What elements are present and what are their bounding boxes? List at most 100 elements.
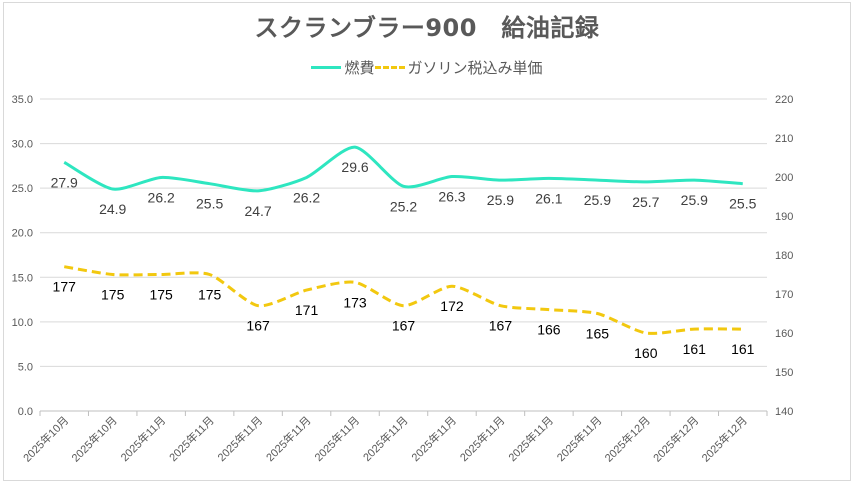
chart-frame bbox=[3, 2, 851, 481]
data-point bbox=[692, 327, 696, 331]
y-left-tick-label: 15.0 bbox=[12, 272, 33, 284]
data-point bbox=[692, 178, 696, 182]
data-point bbox=[305, 288, 309, 292]
data-label: 27.9 bbox=[51, 174, 78, 190]
x-tick-label: 2025年11月 bbox=[263, 413, 314, 464]
y-right-tick-label: 160 bbox=[775, 328, 793, 340]
x-tick-label: 2025年11月 bbox=[554, 413, 605, 464]
data-point bbox=[644, 331, 648, 335]
data-label: 171 bbox=[295, 302, 319, 318]
x-tick-label: 2025年11月 bbox=[360, 413, 411, 464]
y-right-tick-label: 210 bbox=[775, 133, 793, 145]
data-point bbox=[256, 304, 260, 308]
data-point bbox=[450, 284, 454, 288]
y-left-tick-label: 35.0 bbox=[12, 94, 33, 106]
data-label: 25.9 bbox=[487, 192, 514, 208]
data-label: 26.2 bbox=[293, 189, 320, 205]
data-label: 24.7 bbox=[244, 203, 271, 219]
data-point bbox=[208, 182, 212, 186]
y-right-tick-label: 200 bbox=[775, 172, 793, 184]
data-label: 175 bbox=[149, 287, 173, 303]
y-right-tick-label: 170 bbox=[775, 289, 793, 301]
data-label: 26.1 bbox=[535, 190, 562, 206]
data-point bbox=[305, 175, 309, 179]
data-label: 167 bbox=[246, 318, 270, 334]
data-label: 26.2 bbox=[148, 189, 175, 205]
data-label: 161 bbox=[683, 341, 707, 357]
y-right-tick-label: 190 bbox=[775, 211, 793, 223]
y-left-tick-label: 30.0 bbox=[12, 139, 33, 151]
data-point bbox=[741, 327, 745, 331]
data-label: 175 bbox=[101, 287, 125, 303]
data-label: 25.2 bbox=[390, 198, 417, 214]
y-right-tick-label: 140 bbox=[775, 406, 793, 418]
data-label: 25.5 bbox=[729, 196, 756, 212]
data-label: 160 bbox=[634, 345, 658, 361]
y-left-tick-label: 20.0 bbox=[12, 228, 33, 240]
data-point bbox=[595, 178, 599, 182]
data-label: 177 bbox=[53, 279, 77, 295]
data-point bbox=[159, 175, 163, 179]
data-label: 25.7 bbox=[632, 194, 659, 210]
data-label: 173 bbox=[343, 294, 367, 310]
y-left-tick-label: 25.0 bbox=[12, 183, 33, 195]
data-point bbox=[402, 304, 406, 308]
data-point bbox=[353, 280, 357, 284]
x-tick-label: 2025年10月 bbox=[20, 413, 71, 464]
data-point bbox=[208, 273, 212, 277]
data-label: 26.3 bbox=[438, 189, 465, 205]
data-point bbox=[111, 187, 115, 191]
data-point bbox=[741, 182, 745, 186]
y-right-tick-label: 180 bbox=[775, 250, 793, 262]
data-point bbox=[644, 180, 648, 184]
data-point bbox=[111, 273, 115, 277]
data-label: 175 bbox=[198, 287, 222, 303]
x-tick-label: 2025年12月 bbox=[698, 413, 749, 464]
x-tick-label: 2025年10月 bbox=[68, 413, 119, 464]
data-label: 165 bbox=[586, 326, 610, 342]
data-point bbox=[159, 273, 163, 277]
x-tick-label: 2025年11月 bbox=[505, 413, 556, 464]
legend-item-fuel-economy[interactable]: 燃費 bbox=[311, 57, 375, 78]
legend-item-gas-price[interactable]: ガソリン税込み単価 bbox=[374, 57, 543, 78]
data-point bbox=[595, 312, 599, 316]
data-label: 167 bbox=[392, 318, 416, 334]
x-tick-label: 2025年11月 bbox=[214, 413, 265, 464]
legend: 燃費 ガソリン税込み単価 bbox=[0, 57, 854, 78]
y-right-tick-label: 150 bbox=[775, 367, 793, 379]
data-label: 25.9 bbox=[584, 192, 611, 208]
legend-swatch-solid-line bbox=[311, 66, 342, 69]
data-point bbox=[256, 189, 260, 193]
data-label: 167 bbox=[489, 318, 513, 334]
series-line-fuel-economy bbox=[63, 145, 743, 193]
data-point bbox=[498, 178, 502, 182]
chart-title: スクランブラー900 給油記録 bbox=[254, 14, 600, 42]
y-left-tick-label: 5.0 bbox=[18, 361, 33, 373]
y-left-tick-label: 10.0 bbox=[12, 317, 33, 329]
x-tick-label: 2025年11月 bbox=[117, 413, 168, 464]
data-point bbox=[450, 175, 454, 179]
y-right-tick-label: 220 bbox=[775, 94, 793, 106]
data-label: 161 bbox=[731, 341, 755, 357]
data-point bbox=[498, 304, 502, 308]
data-label: 29.6 bbox=[341, 159, 368, 175]
x-tick-label: 2025年11月 bbox=[457, 413, 508, 464]
x-tick-label: 2025年12月 bbox=[650, 413, 701, 464]
data-point bbox=[402, 184, 406, 188]
data-point bbox=[62, 160, 66, 164]
data-label: 166 bbox=[537, 322, 561, 338]
data-label: 24.9 bbox=[99, 201, 126, 217]
data-point bbox=[353, 145, 357, 149]
series-line-gas-price bbox=[63, 265, 743, 335]
data-label: 172 bbox=[440, 298, 464, 314]
data-point bbox=[547, 176, 551, 180]
x-tick-label: 2025年11月 bbox=[311, 413, 362, 464]
data-label: 25.5 bbox=[196, 196, 223, 212]
x-tick-label: 2025年11月 bbox=[166, 413, 217, 464]
data-point bbox=[62, 265, 66, 269]
y-left-tick-label: 0.0 bbox=[18, 406, 33, 418]
x-tick-label: 2025年12月 bbox=[602, 413, 653, 464]
legend-swatch-dashed-line bbox=[374, 66, 405, 69]
data-point bbox=[547, 308, 551, 312]
